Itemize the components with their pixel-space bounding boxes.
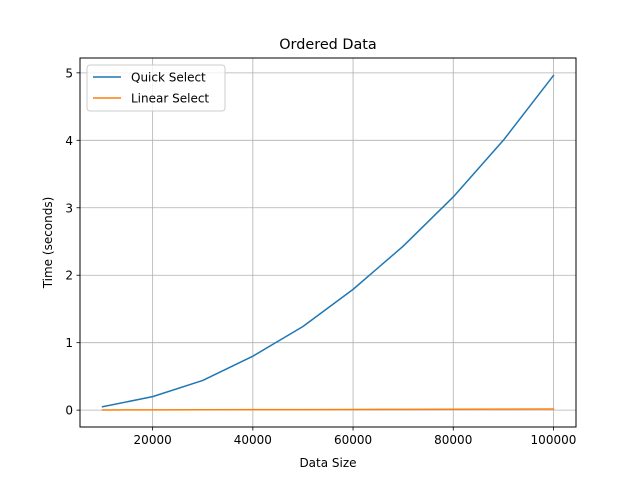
y-tick-label: 0: [65, 404, 73, 418]
chart-title: Ordered Data: [279, 37, 377, 53]
y-tick-label: 3: [65, 201, 73, 215]
legend-label-linear-select: Linear Select: [131, 92, 209, 106]
x-tick-label: 40000: [234, 433, 272, 447]
x-axis-ticks: 20000 40000 60000 80000 100000: [134, 427, 577, 447]
series-lines: [101, 74, 555, 411]
x-tick-label: 80000: [434, 433, 472, 447]
legend: Quick Select Linear Select: [86, 64, 226, 112]
x-tick-label: 20000: [134, 433, 172, 447]
y-tick-label: 2: [65, 269, 73, 283]
x-axis-label: Data Size: [299, 456, 356, 470]
series-line-quick-select: [101, 74, 555, 408]
series-line-linear-select: [101, 408, 555, 411]
grid-lines: [80, 58, 576, 427]
y-axis-label: Time (seconds): [41, 197, 55, 290]
x-tick-label: 60000: [334, 433, 372, 447]
legend-label-quick-select: Quick Select: [131, 71, 206, 85]
x-tick-label: 100000: [531, 433, 577, 447]
y-tick-label: 5: [65, 66, 73, 80]
legend-entries: Quick Select Linear Select: [93, 71, 209, 106]
y-tick-label: 1: [65, 336, 73, 350]
y-axis-ticks: 0 1 2 3 4 5: [65, 66, 80, 418]
plot-frame: [79, 57, 577, 428]
y-tick-label: 4: [65, 134, 73, 148]
legend-box: [86, 64, 226, 112]
